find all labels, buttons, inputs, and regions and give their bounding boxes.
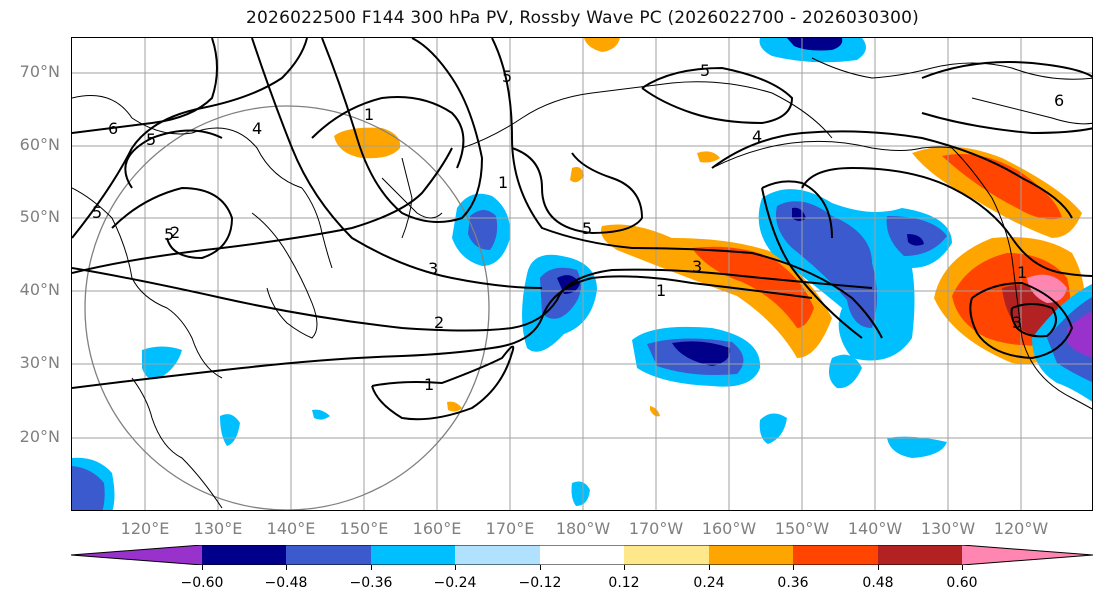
colorbar [71,545,1093,565]
pos-anomaly-kamchatka [334,127,401,159]
contour-label: 1 [364,105,374,124]
colorbar-segment [455,545,540,565]
contour-label: 3 [1012,313,1022,332]
contour-label: 6 [1054,91,1064,110]
map-panel: 6 5 5 4 5 2 3 2 1 1 5 4 5 3 1 1 3 6 1 5 [71,37,1093,511]
pv-contours [72,38,1092,421]
contour-label: 1 [498,173,508,192]
colorbar-tick [286,565,287,570]
lat-label-40: 40°N [19,280,60,299]
lon-label-120w: 120°W [993,519,1049,538]
colorbar-label: 0.48 [862,575,894,591]
lon-label-150e: 150°E [339,519,389,538]
colorbar-label: −0.24 [433,575,477,591]
lon-label-130e: 130°E [193,519,243,538]
colorbar-segment [962,545,1093,565]
colorbar-tick [371,565,372,570]
contour-label: 2 [170,223,180,242]
colorbar-tick [540,565,541,570]
lon-label-160e: 160°E [412,519,462,538]
contour-label: 2 [434,313,444,332]
lat-label-50: 50°N [19,207,60,226]
pos-anomaly-central [601,224,832,358]
colorbar-label: 0.24 [693,575,725,591]
lat-label-20: 20°N [19,427,60,446]
gridlines [72,38,1092,510]
lon-label-120e: 120°E [120,519,170,538]
colorbar-segment [371,545,455,565]
contour-label: 6 [108,119,118,138]
contour-label: 5 [502,67,512,86]
map-canvas: 6 5 5 4 5 2 3 2 1 1 5 4 5 3 1 1 3 6 1 5 [72,38,1092,510]
colorbar-segment [878,545,962,565]
contour-label: 3 [692,257,702,276]
pos-anomaly-top [584,38,620,52]
colorbar-tick [878,565,879,570]
lon-label-130w: 130°W [920,519,976,538]
contour-label: 4 [252,119,262,138]
contour-label: 5 [146,130,156,149]
lon-label-150w: 150°W [774,519,830,538]
map-title: 2026022500 F144 300 hPa PV, Rossby Wave … [246,8,919,28]
colorbar-tick [962,565,963,570]
lon-label-140e: 140°E [266,519,316,538]
lon-label-180w: 180°W [555,519,611,538]
colorbar-tick [455,565,456,570]
contour-label: 3 [428,259,438,278]
colorbar-label: −0.36 [349,575,393,591]
lon-label-160w: 160°W [701,519,757,538]
contour-label: 5 [164,225,174,244]
colorbar-label: 0.12 [608,575,640,591]
contour-label: 4 [752,127,762,146]
lat-label-30: 30°N [19,353,60,372]
lat-label-60: 60°N [19,135,60,154]
colorbar-tick [202,565,203,570]
colorbar-segment [793,545,878,565]
colorbar-label: −0.12 [518,575,562,591]
colorbar-segment [540,545,624,565]
colorbar-tick [793,565,794,570]
colorbar-label: 0.36 [777,575,809,591]
contour-label: 5 [700,61,710,80]
colorbar-label: −0.48 [264,575,308,591]
lat-label-70: 70°N [19,62,60,81]
colorbar-tick [624,565,625,570]
colorbar-label: 0.60 [946,575,978,591]
contour-label: 5 [92,203,102,222]
colorbar-segment [709,545,793,565]
colorbar-segment [202,545,286,565]
contour-label: 1 [1017,263,1027,282]
colorbar-segment [286,545,371,565]
contour-label: 1 [656,281,666,300]
coastlines [72,57,1092,509]
colorbar-label: −0.60 [180,575,224,591]
lon-label-140w: 140°W [847,519,903,538]
colorbar-segment [624,545,709,565]
lon-label-170e: 170°E [485,519,535,538]
contour-label: 1 [424,375,434,394]
region-circle [84,105,490,510]
colorbar-tick [709,565,710,570]
contour-label-layer: 6 5 5 4 5 2 3 2 1 1 5 4 5 3 1 1 3 6 1 5 [92,61,1064,394]
contour-label: 5 [582,219,592,238]
colorbar-segment [71,545,202,565]
lon-label-170w: 170°W [628,519,684,538]
